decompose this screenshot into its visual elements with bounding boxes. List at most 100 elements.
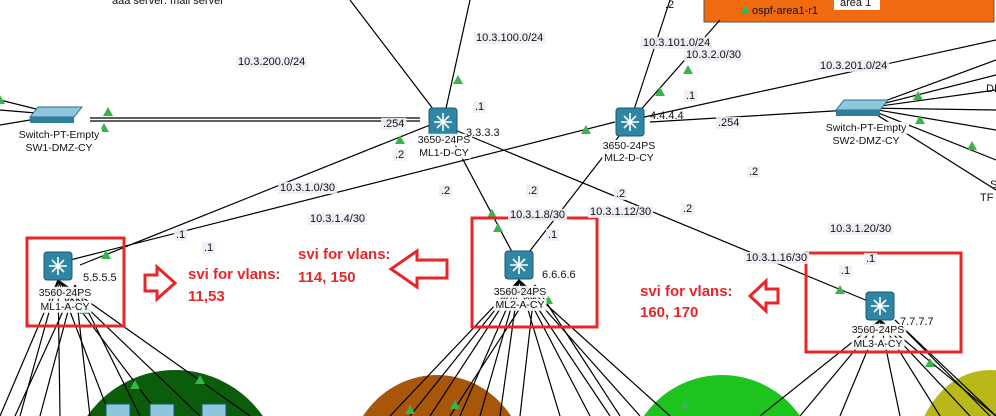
device-label: ML2-A-CY [495,299,544,311]
switch-icon-arrows [434,113,452,131]
label-bg [864,252,878,265]
link-label: .2 [616,188,625,200]
label-bg [23,141,95,154]
link [865,107,996,191]
device-label: ML1-D-CY [419,147,469,159]
area-router-box [703,0,995,23]
port-marker [680,400,690,409]
link [865,107,996,131]
port-marker [915,115,925,124]
link [879,319,971,416]
label-bg [681,202,695,215]
device-label: ML3-A-CY [853,338,902,350]
link-label: .1 [548,229,557,241]
label: ospf-area1-r1 [752,5,818,17]
label-bg [236,55,308,68]
label-bg [393,148,407,161]
device-label: 3560-24PS [852,324,905,336]
annotation: 160, 170 [640,304,698,321]
port-marker [683,65,693,74]
label-bg [491,285,549,298]
label-bg [308,212,368,225]
port-marker [0,95,5,104]
label-bg [474,31,546,44]
label-bg [38,300,92,313]
label-bg [417,146,471,159]
label-bg [546,228,560,241]
label: DI [986,83,996,95]
label: .2 [665,0,674,11]
annotation: svi for vlans: [298,246,391,263]
label-bg [493,298,547,311]
label-bg [439,184,453,197]
link [879,319,941,416]
port-marker [835,285,845,294]
link-label: .1 [475,101,484,113]
label-bg [614,187,628,200]
label: 6.6.6.6 [542,269,576,281]
link-label: 10.3.1.12/30 [590,206,651,218]
link [894,319,991,416]
device-label: Switch-PT-Empty [19,129,100,141]
device-label: ML2-D-CY [604,152,654,164]
label-bg [508,208,568,221]
label-bg [830,134,902,147]
port-marker [130,380,140,389]
link-label: .254 [718,117,739,129]
label-bg [278,181,338,194]
label-bg [747,165,761,178]
link [799,319,881,416]
link-label: 10.3.1.8/30 [510,209,565,221]
device-label: 3560-24PS [39,287,92,299]
link-label: 10.3.1.16/30 [746,252,807,264]
port-marker [101,250,111,259]
link-label: 10.3.100.0/24 [476,32,543,44]
label-bg [36,286,94,299]
port-markers [0,5,977,414]
link [629,19,721,123]
label: 4.4.4.4 [650,110,684,122]
label: aaa server: mail server [112,0,224,7]
switch-icon-body [30,117,74,123]
link-label: .2 [749,166,758,178]
link-label: .2 [441,185,450,197]
labels: aaa server: mail server ospf-area1-r1 area… [16,0,996,350]
port-marker [967,141,977,150]
port-marker [453,75,463,84]
link [69,121,616,261]
switch-icon-arrows [510,256,528,274]
label-bg [641,36,713,49]
port-marker [913,91,923,100]
link-label: .1 [204,242,213,254]
link [879,319,996,416]
pc-icon [149,403,175,416]
label-bg [849,323,907,336]
device-label: 3650-24PS [603,140,656,152]
link [629,0,671,123]
link [639,39,996,119]
link-label: 10.3.2.0/30 [686,49,741,61]
link [839,319,881,416]
link-label: .1 [841,265,850,277]
label-bg [716,116,742,129]
link-label: 10.3.101.0/24 [643,37,710,49]
link [865,107,996,161]
link [442,121,520,266]
devices [28,99,895,416]
label-bg [851,337,905,350]
annotation: 11,53 [188,288,225,305]
label-bg [600,139,658,152]
label-bg [839,264,853,277]
label: 5.5.5.5 [83,272,117,284]
port-marker [487,209,497,218]
label-bg [588,205,654,218]
port-marker [405,405,415,414]
port-marker [925,358,935,367]
device-label: ML1-A-CY [40,301,89,313]
link-label: .254 [383,118,404,130]
label-bg [473,100,487,113]
link-label: .2 [683,203,692,215]
device-label: 3650-24PS [418,134,471,146]
